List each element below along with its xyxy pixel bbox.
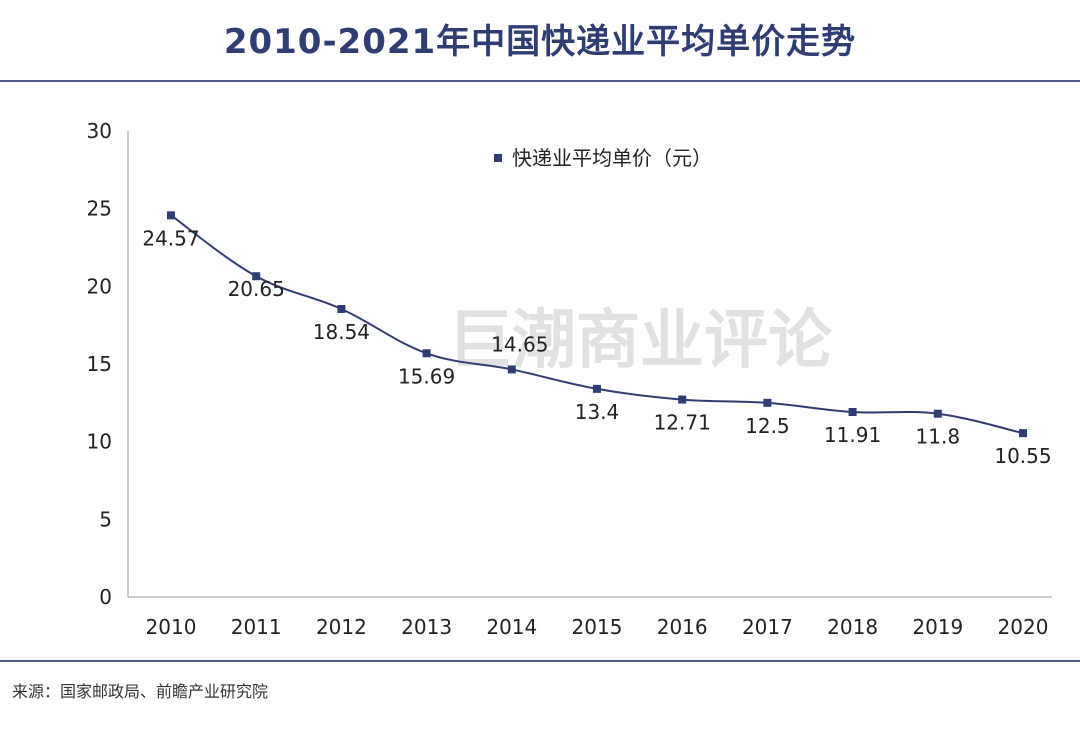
data-label: 14.65 [491, 332, 548, 356]
data-point-marker [252, 272, 261, 281]
y-tick-label: 20 [87, 274, 112, 298]
x-tick-label: 2011 [231, 615, 282, 639]
footer-divider [0, 660, 1080, 662]
legend-label: 快递业平均单价（元） [512, 146, 712, 170]
y-tick-label: 0 [99, 585, 112, 609]
x-tick-label: 2010 [146, 615, 197, 639]
x-tick-label: 2017 [742, 615, 793, 639]
y-tick-label: 30 [87, 119, 112, 143]
data-label: 11.8 [916, 425, 961, 449]
data-point-marker [933, 409, 942, 418]
data-label: 12.71 [654, 411, 711, 435]
data-point-marker [507, 365, 516, 374]
legend-marker [494, 154, 502, 162]
data-label: 13.4 [575, 400, 620, 424]
data-label: 15.69 [398, 364, 455, 388]
data-label: 24.57 [142, 226, 199, 250]
title-divider [0, 80, 1080, 82]
x-tick-label: 2019 [912, 615, 963, 639]
data-label: 12.5 [745, 414, 790, 438]
chart-legend: 快递业平均单价（元） [494, 146, 712, 170]
x-tick-label: 2015 [572, 615, 623, 639]
data-point-marker [593, 384, 601, 393]
x-tick-label: 2018 [827, 615, 878, 639]
chart-series: 24.57 20.65 18.54 15.69 14.65 13.4 12.71 12.5 11… [142, 211, 1052, 468]
y-tick-label: 15 [87, 352, 112, 376]
data-label: 20.65 [228, 277, 285, 301]
source-note: 来源：国家邮政局、前瞻产业研究院 [12, 682, 269, 701]
x-tick-label: 2013 [401, 615, 452, 639]
data-point-marker [763, 398, 772, 407]
data-point-marker [422, 349, 431, 358]
x-tick-label: 2014 [486, 615, 537, 639]
data-point-marker [678, 395, 687, 404]
data-label: 18.54 [313, 320, 370, 344]
data-point-marker [337, 305, 346, 314]
x-tick-label: 2020 [998, 615, 1049, 639]
y-tick-label: 25 [87, 197, 112, 221]
x-tick-label: 2012 [316, 615, 367, 639]
data-point-marker [167, 211, 175, 220]
data-label: 10.55 [994, 444, 1051, 468]
chart-title: 2010-2021年中国快递业平均单价走势 [223, 22, 857, 62]
data-point-marker [1019, 429, 1027, 438]
data-label: 11.91 [824, 423, 881, 447]
y-tick-label: 5 [99, 507, 112, 531]
x-tick-label: 2016 [657, 615, 708, 639]
data-point-marker [848, 407, 857, 416]
chart-axes: 0 5 10 15 20 25 30 2010 2011 2012 2013 2014 2015 2016… [87, 119, 1052, 639]
y-tick-label: 10 [87, 430, 112, 454]
